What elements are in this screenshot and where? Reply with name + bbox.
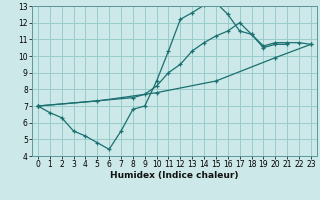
X-axis label: Humidex (Indice chaleur): Humidex (Indice chaleur) [110, 171, 239, 180]
